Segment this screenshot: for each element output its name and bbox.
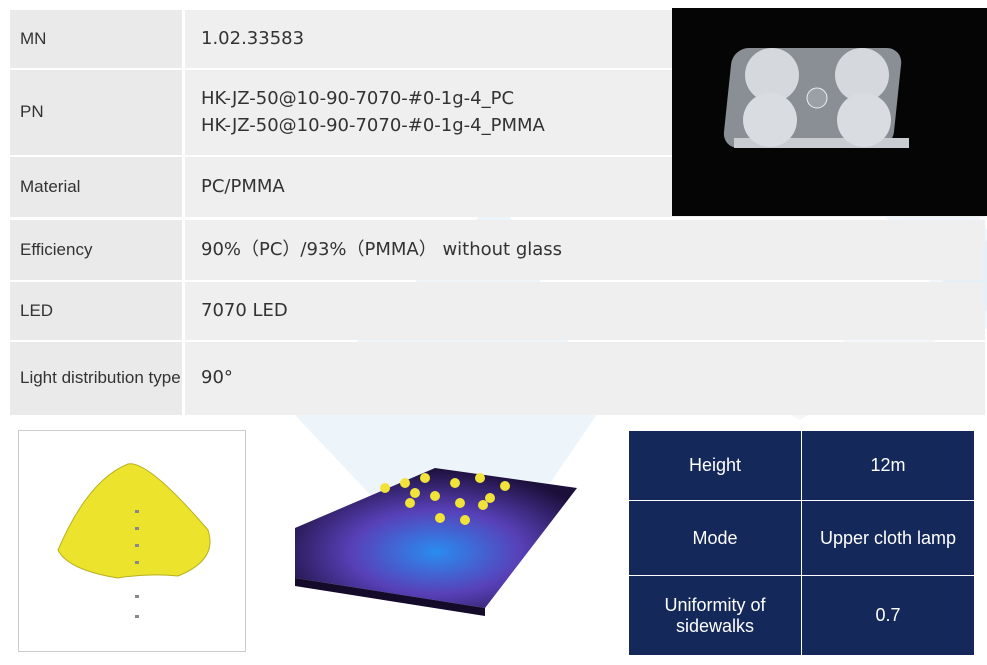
spec-value: 7070 LED xyxy=(201,299,288,321)
spec-label: MN xyxy=(10,10,182,68)
spec-label: LED xyxy=(10,282,182,340)
conditions-row: Uniformity of sidewalks 0.7 xyxy=(628,575,975,656)
spec-value: HK-JZ-50@10-90-7070-#0-1g-4_PC xyxy=(201,88,515,110)
spec-value-cell: 90%（PC）/93%（PMMA） without glass xyxy=(185,220,985,280)
condition-value: 12m xyxy=(801,430,975,501)
conditions-row: Height 12m xyxy=(628,430,975,501)
condition-label: Uniformity of sidewalks xyxy=(628,575,802,656)
spec-value-cell: 7070 LED xyxy=(185,282,985,340)
spec-row: PN HK-JZ-50@10-90-7070-#0-1g-4_PC HK-JZ-50… xyxy=(10,70,985,155)
spec-label: Material xyxy=(10,157,182,217)
illuminance-3d-plot xyxy=(295,468,577,616)
spec-value-cell: 90° xyxy=(185,342,985,415)
conditions-row: Mode Upper cloth lamp xyxy=(628,500,975,576)
condition-label: Height xyxy=(628,430,802,501)
spec-row: Efficiency 90%（PC）/93%（PMMA） without glas… xyxy=(10,220,985,280)
spec-label: Light distribution type xyxy=(10,342,182,415)
conditions-table: Height 12m Mode Upper cloth lamp Uniformit… xyxy=(628,430,975,656)
spec-value: HK-JZ-50@10-90-7070-#0-1g-4_PMMA xyxy=(201,114,545,136)
spec-value: 90%（PC）/93%（PMMA） without glass xyxy=(201,238,563,260)
spec-value: PC/PMMA xyxy=(201,175,285,197)
polar-distribution-chart xyxy=(18,430,246,652)
spec-value: 90° xyxy=(201,367,233,389)
spec-row: Light distribution type 90° xyxy=(10,342,985,415)
condition-label: Mode xyxy=(628,500,802,576)
spec-row: LED 7070 LED xyxy=(10,282,985,340)
product-photo xyxy=(672,8,987,216)
spec-label: PN xyxy=(10,70,182,155)
spec-value: 1.02.33583 xyxy=(201,27,305,49)
condition-value: Upper cloth lamp xyxy=(801,500,975,576)
spec-label: Efficiency xyxy=(10,220,182,280)
condition-value: 0.7 xyxy=(801,575,975,656)
